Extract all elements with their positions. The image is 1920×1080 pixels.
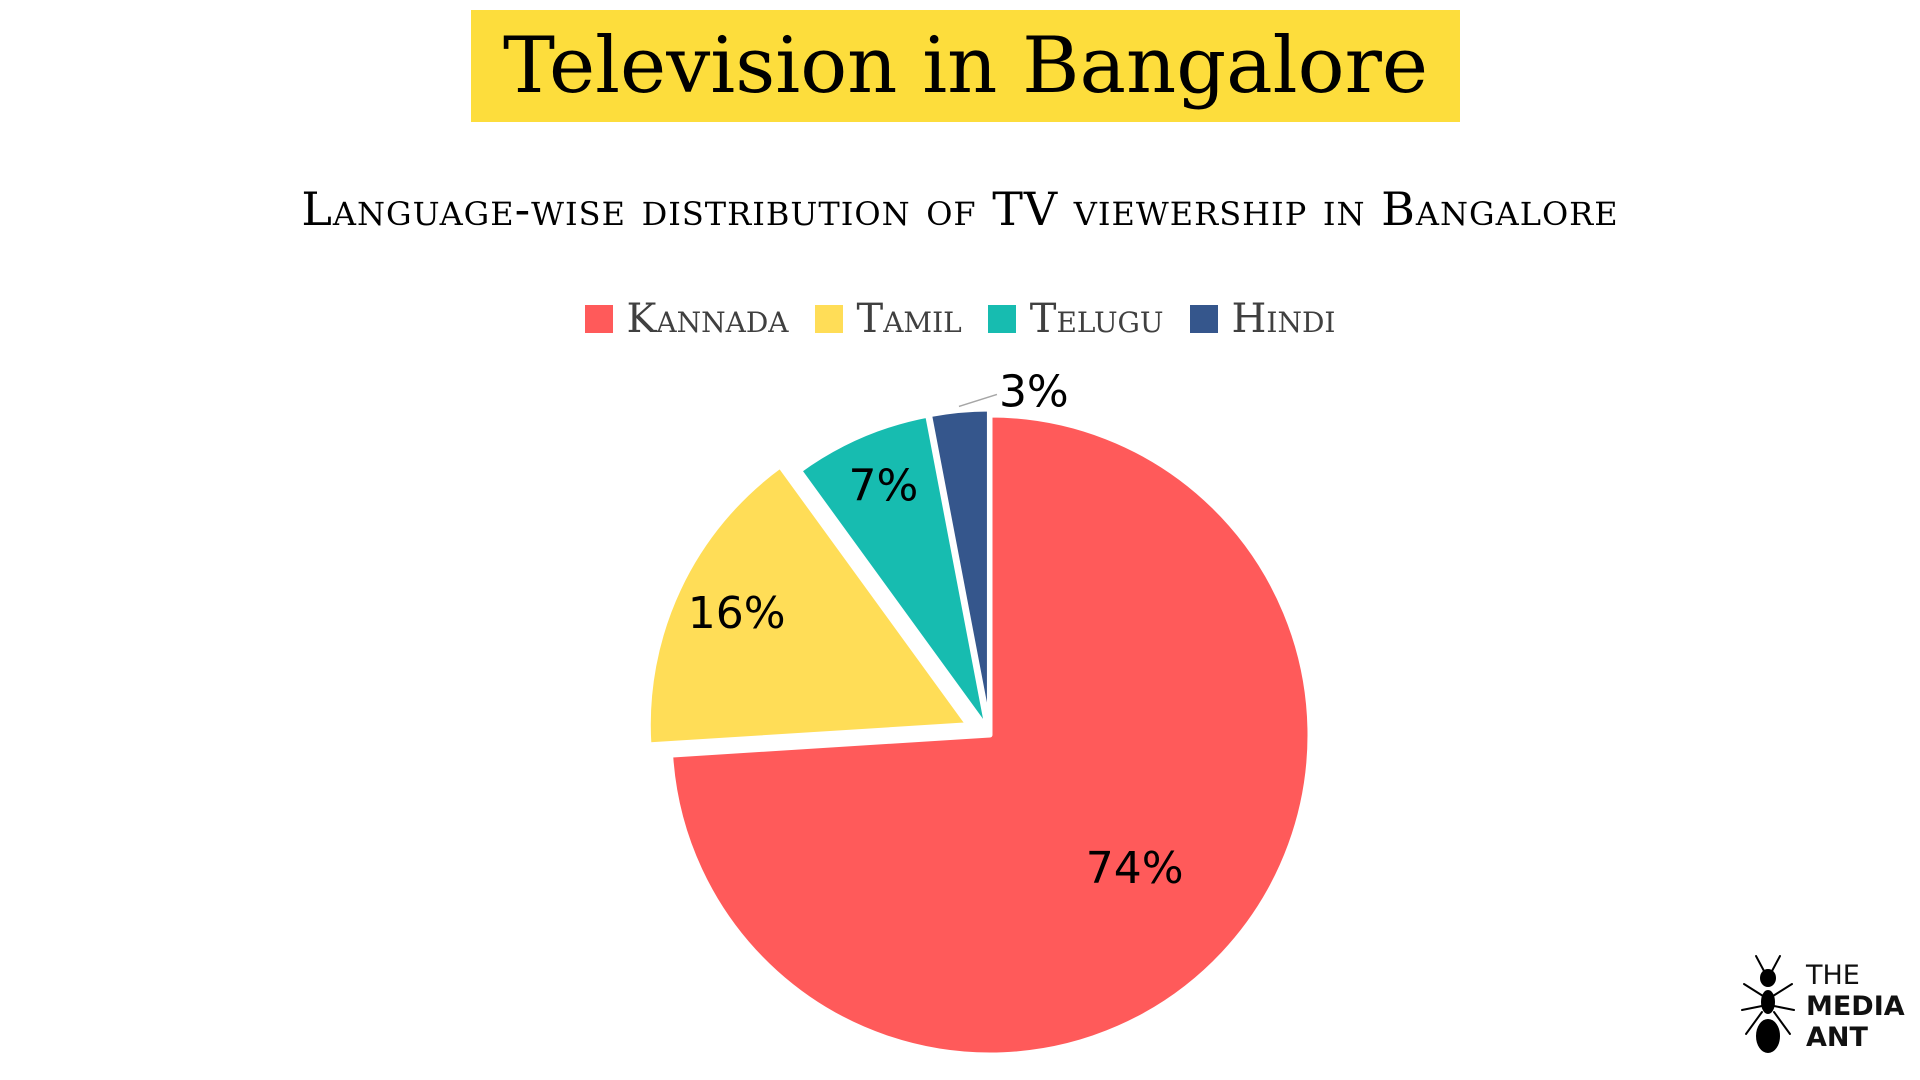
leader-lines bbox=[958, 393, 998, 408]
ant-icon bbox=[1741, 955, 1795, 1053]
pie-slice-tamil bbox=[645, 463, 971, 748]
logo-line-media: MEDIA bbox=[1806, 991, 1905, 1022]
pie-slices bbox=[645, 406, 1313, 1058]
legend-item-kannada: Kannada bbox=[584, 296, 789, 342]
logo-wordmark: THE MEDIA ANT bbox=[1806, 960, 1905, 1053]
title-banner: Television in Bangalore bbox=[471, 10, 1460, 122]
chart-title: Language-wise distribution of TV viewers… bbox=[301, 182, 1619, 236]
data-label-tamil: 16% bbox=[688, 588, 786, 639]
logo-line-the: THE bbox=[1806, 960, 1860, 991]
legend-swatch-kannada bbox=[584, 305, 613, 333]
legend-item-hindi: Hindi bbox=[1189, 296, 1336, 342]
legend-item-telugu: Telugu bbox=[987, 296, 1164, 342]
legend-label-telugu: Telugu bbox=[1029, 296, 1164, 342]
legend-label-kannada: Kannada bbox=[626, 296, 789, 342]
data-labels: 74% 16% 7% 3% bbox=[688, 366, 1184, 893]
logo-line-ant: ANT bbox=[1806, 1022, 1868, 1053]
data-label-telugu: 7% bbox=[848, 461, 918, 512]
data-label-hindi: 3% bbox=[999, 366, 1069, 417]
pie-slice-kannada bbox=[668, 412, 1313, 1058]
legend-swatch-tamil bbox=[814, 305, 843, 333]
leader-line-hindi bbox=[958, 393, 998, 408]
pie-slice-telugu bbox=[797, 412, 991, 732]
page-title: Television in Bangalore bbox=[502, 21, 1429, 111]
pie-slice-hindi bbox=[926, 406, 992, 732]
legend-label-hindi: Hindi bbox=[1231, 296, 1336, 342]
legend-item-tamil: Tamil bbox=[814, 296, 962, 342]
media-ant-logo: THE MEDIA ANT bbox=[1738, 954, 1908, 1066]
legend-swatch-telugu bbox=[987, 305, 1016, 333]
legend-swatch-hindi bbox=[1189, 305, 1218, 333]
legend-label-tamil: Tamil bbox=[856, 296, 962, 342]
data-label-kannada: 74% bbox=[1086, 843, 1184, 894]
chart-legend: Kannada Tamil Telugu Hindi bbox=[0, 296, 1920, 342]
